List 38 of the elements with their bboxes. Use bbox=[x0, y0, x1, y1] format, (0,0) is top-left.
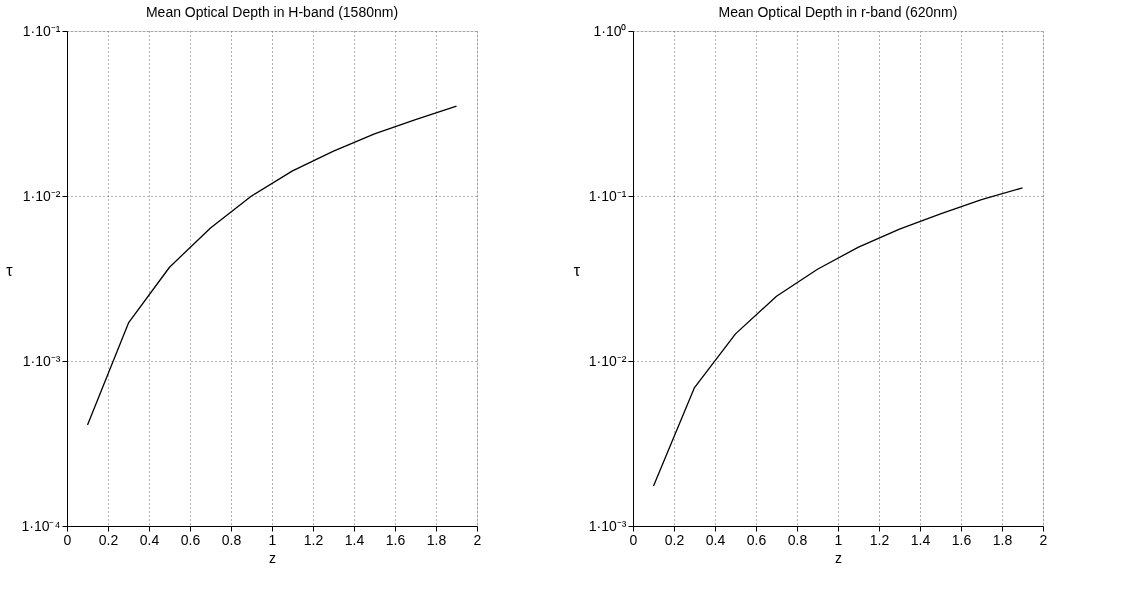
x-tick-label: 2 bbox=[1039, 531, 1048, 548]
x-tick-label: 0.2 bbox=[98, 531, 119, 548]
y-axis-title: τ bbox=[573, 262, 581, 279]
chart-title: Mean Optical Depth in H-band (1580nm) bbox=[145, 4, 399, 20]
x-tick-label: 1.2 bbox=[869, 531, 890, 548]
x-tick-label: 1.6 bbox=[385, 531, 406, 548]
x-tick-label: 1.2 bbox=[303, 531, 324, 548]
y-tick-label: 1·10⁻² bbox=[22, 187, 61, 204]
x-tick-label: 0 bbox=[63, 531, 72, 548]
x-tick-label: 1.4 bbox=[344, 531, 365, 548]
x-tick-label: 2 bbox=[473, 531, 482, 548]
x-tick-label: 0 bbox=[629, 531, 638, 548]
x-tick-label: 0.4 bbox=[139, 531, 160, 548]
line-series bbox=[86, 105, 458, 426]
line-series bbox=[652, 187, 1024, 487]
y-tick-label: 1·10⁻² bbox=[588, 352, 627, 369]
x-tick-label: 1.6 bbox=[951, 531, 972, 548]
chart-title: Mean Optical Depth in r-band (620nm) bbox=[718, 4, 958, 20]
x-tick-label: 0.6 bbox=[746, 531, 767, 548]
x-tick-label: 1 bbox=[268, 531, 277, 548]
x-tick-label: 1 bbox=[834, 531, 843, 548]
y-tick-label: 1·10⁰ bbox=[593, 22, 627, 39]
x-tick-label: 0.2 bbox=[664, 531, 685, 548]
y-tick-label: 1·10⁻¹ bbox=[22, 22, 61, 39]
x-tick-label: 0.8 bbox=[221, 531, 242, 548]
x-tick-label: 0.4 bbox=[705, 531, 726, 548]
x-axis-title: z bbox=[269, 549, 276, 566]
x-tick-label: 0.8 bbox=[787, 531, 808, 548]
x-axis-title: z bbox=[835, 549, 842, 566]
y-tick-label: 1·10⁻¹ bbox=[588, 187, 627, 204]
x-tick-label: 1.8 bbox=[426, 531, 447, 548]
y-tick-label: 1·10⁻⁴ bbox=[21, 517, 61, 534]
x-tick-label: 1.4 bbox=[910, 531, 931, 548]
y-axis-title: τ bbox=[6, 262, 14, 279]
x-tick-label: 1.8 bbox=[992, 531, 1013, 548]
y-tick-label: 1·10⁻³ bbox=[588, 517, 627, 534]
x-tick-label: 0.6 bbox=[180, 531, 201, 548]
y-tick-label: 1·10⁻³ bbox=[22, 352, 61, 369]
